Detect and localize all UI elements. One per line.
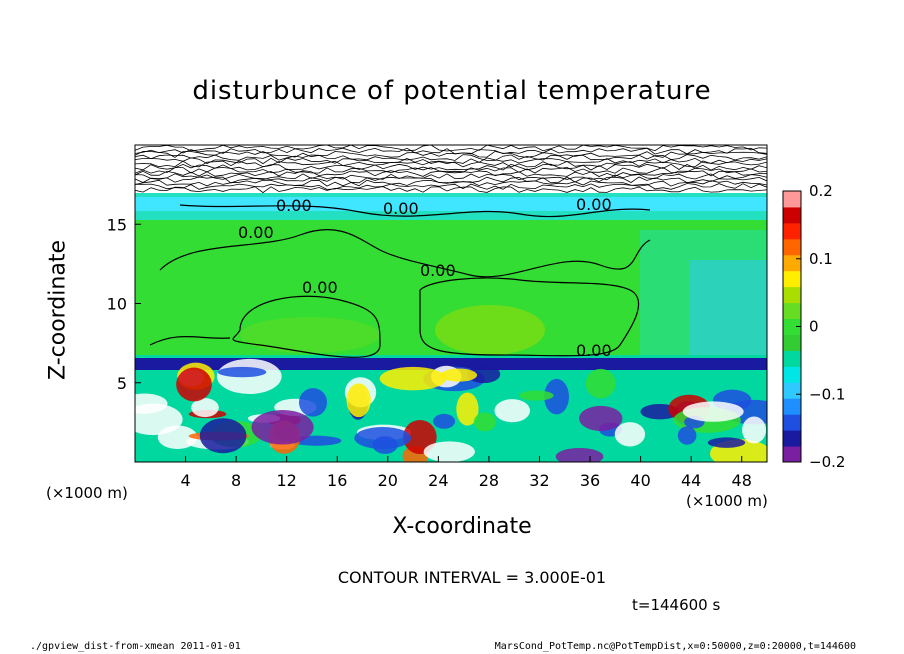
colorbar-swatch (783, 318, 801, 335)
colorbar-tick-label: −0.2 (809, 453, 845, 471)
contour-lines (149, 204, 651, 358)
colorbar-swatch (783, 398, 801, 415)
x-tick-label: 40 (630, 471, 650, 490)
x-tick-label: 44 (681, 471, 701, 490)
colorbar-tick-label: 0 (809, 318, 819, 336)
colorbar-swatch (783, 206, 801, 224)
time-label: t=144600 s (632, 596, 721, 614)
footer-script-label: ./gpview_dist-from-xmean 2011-01-01 (30, 641, 241, 652)
x-tick-label: 24 (428, 471, 448, 490)
colorbar-swatch (783, 254, 801, 272)
contour-interval-label: CONTOUR INTERVAL = 3.000E-01 (337, 568, 607, 587)
contour-label: 0.00 (302, 278, 338, 297)
colorbar-swatch (783, 302, 801, 320)
x-tick-label: 36 (580, 471, 600, 490)
y-tick-label: 5 (117, 374, 127, 393)
colorbar-swatch (783, 414, 801, 431)
colorbar-swatch (783, 191, 801, 208)
contour-label: 0.00 (383, 199, 419, 218)
colorbar-swatch (783, 430, 801, 447)
colorbar-tick-label: 0.2 (809, 182, 833, 200)
heatmap-field (135, 145, 767, 462)
x-tick-label: 32 (529, 471, 549, 490)
contour-label: 0.00 (576, 341, 612, 360)
colorbar-swatch (783, 286, 801, 304)
colorbar-tick-label: −0.1 (809, 385, 845, 403)
colorbar-swatch (783, 366, 801, 383)
colorbar-swatch (783, 382, 801, 399)
colorbar-swatch (783, 446, 801, 463)
x-tick-label: 8 (231, 471, 241, 490)
x-unit-label-left: (×1000 m) (46, 484, 128, 502)
x-tick-label: 12 (277, 471, 297, 490)
x-tick-label: 16 (327, 471, 347, 490)
y-axis-title: Z-coordinate (45, 240, 71, 380)
colorbar-swatch (783, 350, 801, 367)
contour-label: 0.00 (576, 195, 612, 214)
footer-source-label: MarsCond_PotTemp.nc@PotTempDist,x=0:5000… (494, 641, 856, 652)
x-unit-label-right: (×1000 m) (686, 492, 768, 510)
x-tick-label: 48 (732, 471, 752, 490)
colorbar: 0.2 0.1 0 −0.1 −0.2 (782, 182, 845, 471)
colorbar-swatch (783, 270, 801, 288)
colorbar-tick-label: 0.1 (809, 250, 833, 268)
colorbar-swatch (783, 222, 801, 240)
contour-label: 0.00 (420, 261, 456, 280)
chart-title: disturbunce of potential temperature (192, 76, 712, 106)
x-tick-label: 28 (479, 471, 499, 490)
contour-label: 0.00 (276, 196, 312, 215)
x-tick-label: 4 (180, 471, 190, 490)
colorbar-swatch (783, 334, 801, 351)
y-tick-label: 15 (107, 215, 127, 234)
x-axis-title: X-coordinate (392, 514, 532, 539)
x-tick-label: 20 (378, 471, 398, 490)
contour-label: 0.00 (238, 223, 274, 242)
y-tick-label: 10 (107, 295, 127, 314)
colorbar-swatch (783, 238, 801, 256)
